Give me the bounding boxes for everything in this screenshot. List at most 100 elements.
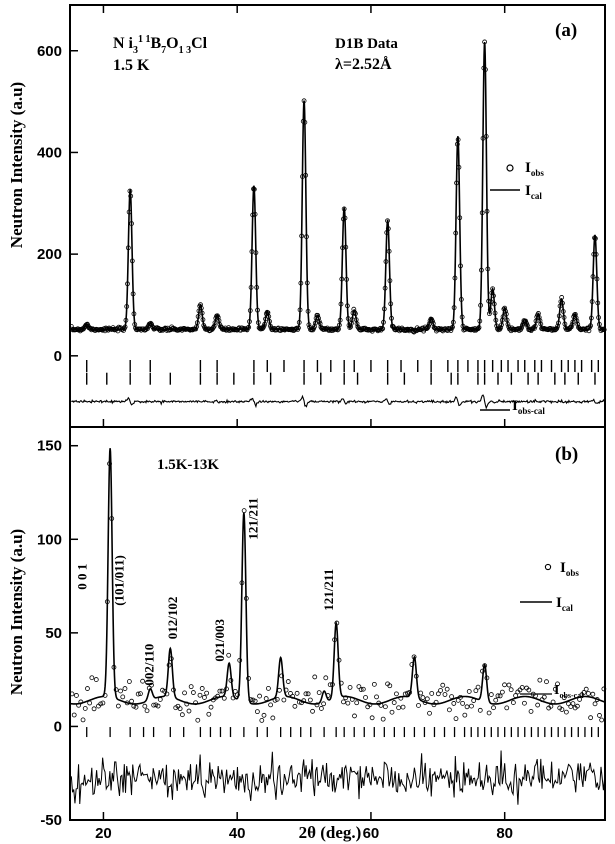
observed-point — [473, 688, 479, 694]
observed-point — [570, 701, 576, 707]
observed-point — [590, 691, 596, 697]
panel-a-legend: Iobs Ical Iobs-cal — [480, 160, 545, 416]
observed-point — [353, 311, 358, 317]
observed-point — [254, 709, 260, 715]
observed-point — [343, 695, 349, 701]
observed-point — [246, 676, 251, 681]
observed-point — [464, 704, 470, 710]
observed-point — [574, 318, 580, 324]
observed-point — [266, 314, 272, 319]
legend-diff-label: Iobs-cal — [512, 398, 545, 416]
panel-b-ylabel: Neutron Intensity (a.u) — [7, 529, 26, 695]
observed-point — [230, 695, 236, 701]
observed-point — [208, 704, 214, 710]
peak-label: 0 0 1 — [75, 564, 90, 590]
observed-point — [505, 321, 511, 327]
observed-point — [513, 693, 518, 698]
instrument-label: D1B Data — [335, 36, 398, 52]
observed-point — [548, 703, 554, 709]
observed-point — [253, 250, 259, 256]
observed-point — [427, 710, 432, 716]
observed-point — [592, 236, 598, 241]
observed-point — [519, 325, 524, 331]
observed-point — [91, 706, 97, 712]
observed-point — [305, 691, 311, 697]
observed-point — [532, 323, 538, 329]
observed-point — [341, 699, 346, 705]
observed-point — [459, 314, 465, 320]
observed-point — [243, 596, 249, 601]
observed-point — [504, 705, 510, 711]
observed-point — [484, 208, 490, 214]
observed-point — [601, 326, 606, 332]
observed-point — [335, 327, 341, 333]
observed-point — [126, 209, 132, 215]
observed-point — [206, 711, 212, 717]
observed-point — [337, 317, 343, 323]
observed-point — [557, 303, 563, 309]
observed-point — [451, 701, 457, 706]
observed-point — [127, 188, 133, 194]
observed-point — [561, 695, 567, 701]
observed-point — [296, 699, 302, 705]
observed-point — [352, 713, 357, 719]
observed-point — [430, 318, 435, 324]
observed-point — [462, 712, 468, 718]
observed-point — [123, 317, 129, 323]
observed-point — [482, 663, 488, 669]
observed-point — [199, 310, 205, 316]
observed-point — [500, 314, 506, 320]
observed-point — [491, 293, 496, 299]
observed-point — [343, 244, 349, 250]
peak-label: 121/211 — [321, 569, 336, 611]
observed-point — [246, 324, 252, 330]
observed-point — [533, 693, 538, 699]
observed-point — [217, 688, 223, 694]
observed-point — [424, 696, 430, 702]
x-tick-label: 80 — [496, 825, 513, 842]
observed-point — [592, 235, 597, 241]
observed-point — [477, 318, 483, 324]
observed-point — [387, 278, 393, 284]
observed-point — [588, 715, 594, 721]
observed-point — [385, 226, 391, 232]
observed-point — [327, 682, 333, 688]
observed-point — [389, 315, 394, 321]
observed-point — [179, 712, 185, 718]
observed-point — [508, 687, 514, 693]
observed-point — [586, 691, 591, 696]
observed-point — [182, 690, 187, 696]
observed-point — [420, 695, 426, 700]
observed-point — [171, 687, 176, 693]
legend-obs-marker — [544, 563, 552, 571]
observed-point — [76, 702, 82, 708]
observed-point — [454, 141, 460, 147]
observed-point — [215, 314, 221, 320]
observed-point — [268, 702, 274, 708]
observed-point — [503, 311, 509, 317]
observed-point — [98, 701, 104, 707]
observed-point — [381, 306, 387, 312]
observed-point — [85, 686, 90, 691]
observed-point — [581, 690, 587, 695]
observed-point — [497, 693, 503, 699]
observed-point — [367, 702, 373, 708]
observed-point — [131, 703, 137, 709]
observed-point — [338, 301, 344, 307]
panel-a-label: (a) — [555, 20, 577, 41]
observed-point — [400, 704, 406, 710]
observed-point — [485, 266, 491, 272]
observed-point — [477, 707, 483, 713]
x-tick-label: 20 — [95, 825, 112, 842]
observed-point — [369, 715, 375, 721]
observed-point — [145, 326, 150, 331]
observed-point — [304, 234, 309, 240]
observed-point — [303, 172, 309, 178]
observed-point — [164, 691, 170, 697]
panel-b-plot: -50 0 50 100 150 20 40 60 80 0 0 1 (101/011) 002/11… — [37, 438, 607, 842]
observed-point — [449, 325, 455, 331]
observed-point — [482, 39, 488, 45]
observed-point — [402, 691, 408, 697]
observed-point — [224, 686, 229, 692]
observed-point — [360, 686, 366, 692]
